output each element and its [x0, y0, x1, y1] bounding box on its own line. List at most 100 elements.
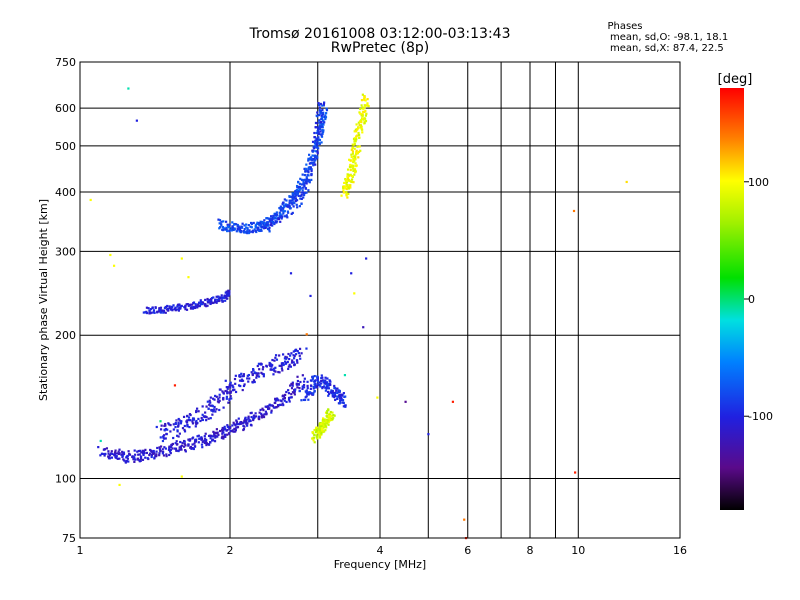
data-point [352, 164, 355, 167]
data-point [321, 386, 324, 389]
data-point [246, 227, 249, 230]
data-point [240, 379, 243, 383]
data-point [218, 222, 221, 225]
data-point [192, 447, 195, 451]
data-point [335, 389, 338, 392]
data-point [279, 216, 283, 219]
data-point [221, 426, 224, 430]
data-point [134, 453, 137, 456]
data-point [282, 403, 285, 407]
data-point [219, 226, 222, 229]
data-point [170, 308, 173, 311]
data-point [220, 220, 223, 223]
data-point [303, 183, 306, 186]
data-point [197, 434, 200, 437]
data-point [227, 401, 230, 404]
data-point [177, 421, 180, 424]
data-point [241, 375, 244, 378]
data-point [239, 226, 242, 229]
data-point [237, 417, 240, 420]
data-point [245, 422, 248, 425]
data-point [313, 145, 317, 148]
data-point [310, 169, 313, 173]
data-point [240, 378, 243, 381]
data-point [180, 444, 184, 447]
data-point [155, 453, 158, 456]
data-point [224, 228, 227, 231]
data-point [283, 215, 286, 218]
y-tick-label: 200 [55, 329, 76, 342]
data-point [177, 308, 180, 311]
data-point [315, 430, 318, 433]
data-point [258, 229, 261, 233]
data-point [300, 202, 303, 205]
data-point [303, 184, 306, 188]
data-point [150, 450, 153, 453]
data-point [302, 380, 306, 383]
x-tick-label: 16 [673, 544, 687, 557]
data-point [101, 452, 104, 455]
data-point [261, 220, 264, 224]
x-tick-label: 6 [464, 544, 471, 557]
data-point [221, 432, 224, 435]
data-point [293, 393, 296, 396]
data-point [179, 422, 183, 425]
data-point [204, 298, 207, 301]
data-point [248, 229, 251, 232]
data-point [156, 446, 159, 450]
data-point [331, 391, 334, 394]
data-point [268, 404, 271, 407]
data-point [300, 183, 303, 186]
data-point [258, 221, 261, 225]
data-point [200, 443, 204, 446]
data-point [183, 430, 187, 433]
data-point [316, 146, 319, 149]
data-point [321, 132, 324, 135]
data-point [321, 104, 324, 107]
data-point [123, 459, 126, 462]
data-point [246, 377, 249, 380]
data-point [141, 449, 145, 452]
data-point [166, 304, 169, 308]
data-point [196, 435, 199, 438]
data-point [245, 420, 248, 423]
data-point [247, 224, 250, 227]
data-point [203, 304, 207, 307]
data-point [334, 394, 337, 397]
data-point [267, 224, 270, 227]
data-point [287, 352, 290, 356]
data-point [151, 306, 154, 309]
data-point [343, 181, 346, 185]
data-point [305, 191, 308, 194]
data-point [284, 355, 287, 358]
data-point [139, 456, 143, 459]
data-point [152, 309, 156, 312]
data-point [295, 382, 298, 385]
data-point [338, 397, 341, 400]
data-point [165, 455, 168, 458]
data-point [376, 396, 379, 399]
data-point [321, 115, 324, 119]
data-point [190, 447, 193, 450]
data-point [352, 155, 356, 158]
data-point [239, 228, 242, 231]
data-point [175, 308, 178, 311]
data-point [266, 407, 270, 410]
data-point [287, 211, 290, 214]
data-point [281, 353, 285, 356]
data-point [340, 393, 343, 396]
data-point [331, 393, 334, 396]
data-point [320, 135, 324, 138]
data-point [353, 130, 356, 133]
data-point [144, 448, 147, 451]
data-point [316, 150, 319, 153]
data-point [313, 146, 316, 150]
data-point [314, 382, 317, 385]
data-point [313, 161, 316, 164]
data-point [354, 170, 357, 173]
data-point [363, 117, 366, 120]
data-point [316, 435, 319, 438]
data-point [292, 350, 295, 353]
data-point [187, 416, 191, 419]
data-point [331, 390, 334, 393]
